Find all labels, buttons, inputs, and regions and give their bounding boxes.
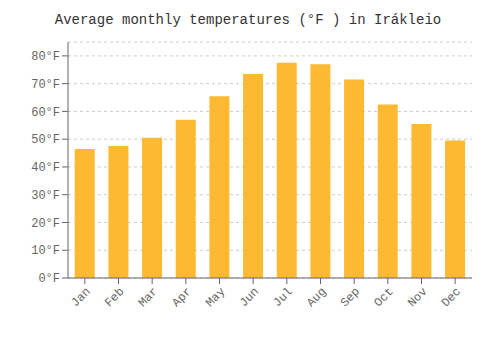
svg-text:Jul: Jul [271, 285, 296, 310]
svg-text:60°F: 60°F [31, 106, 60, 120]
svg-text:Mar: Mar [136, 285, 161, 310]
svg-text:Jan: Jan [69, 285, 94, 310]
svg-text:Aug: Aug [304, 285, 329, 310]
svg-text:20°F: 20°F [31, 217, 60, 231]
svg-text:70°F: 70°F [31, 78, 60, 92]
svg-text:40°F: 40°F [31, 161, 60, 175]
svg-text:Jun: Jun [237, 285, 262, 310]
svg-text:10°F: 10°F [31, 244, 60, 258]
svg-text:Dec: Dec [439, 285, 464, 310]
html-text:Average monthly temperatures (: Average monthly temperatures (°F ) in Ir… [54, 12, 442, 28]
svg-text:Nov: Nov [405, 285, 430, 310]
svg-text:Apr: Apr [170, 285, 195, 310]
svg-text:0°F: 0°F [38, 272, 60, 286]
svg-text:50°F: 50°F [31, 133, 60, 147]
svg-text:Oct: Oct [372, 285, 397, 310]
svg-text:30°F: 30°F [31, 189, 60, 203]
svg-text:May: May [203, 285, 228, 310]
svg-text:80°F: 80°F [31, 50, 60, 64]
svg-text:Sep: Sep [338, 285, 363, 310]
svg-text:Feb: Feb [102, 285, 127, 310]
